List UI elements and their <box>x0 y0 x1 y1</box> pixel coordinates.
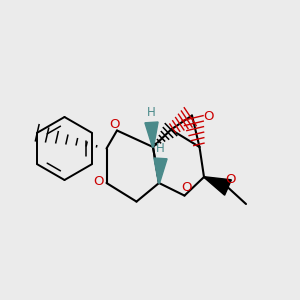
Text: O: O <box>93 175 103 188</box>
Text: O: O <box>203 110 214 124</box>
Text: O: O <box>182 181 192 194</box>
Text: O: O <box>225 172 236 186</box>
Polygon shape <box>145 122 158 147</box>
Text: H: H <box>156 142 165 155</box>
Text: H: H <box>147 106 156 119</box>
Polygon shape <box>154 158 167 183</box>
Text: O: O <box>109 118 119 131</box>
Polygon shape <box>204 177 231 195</box>
